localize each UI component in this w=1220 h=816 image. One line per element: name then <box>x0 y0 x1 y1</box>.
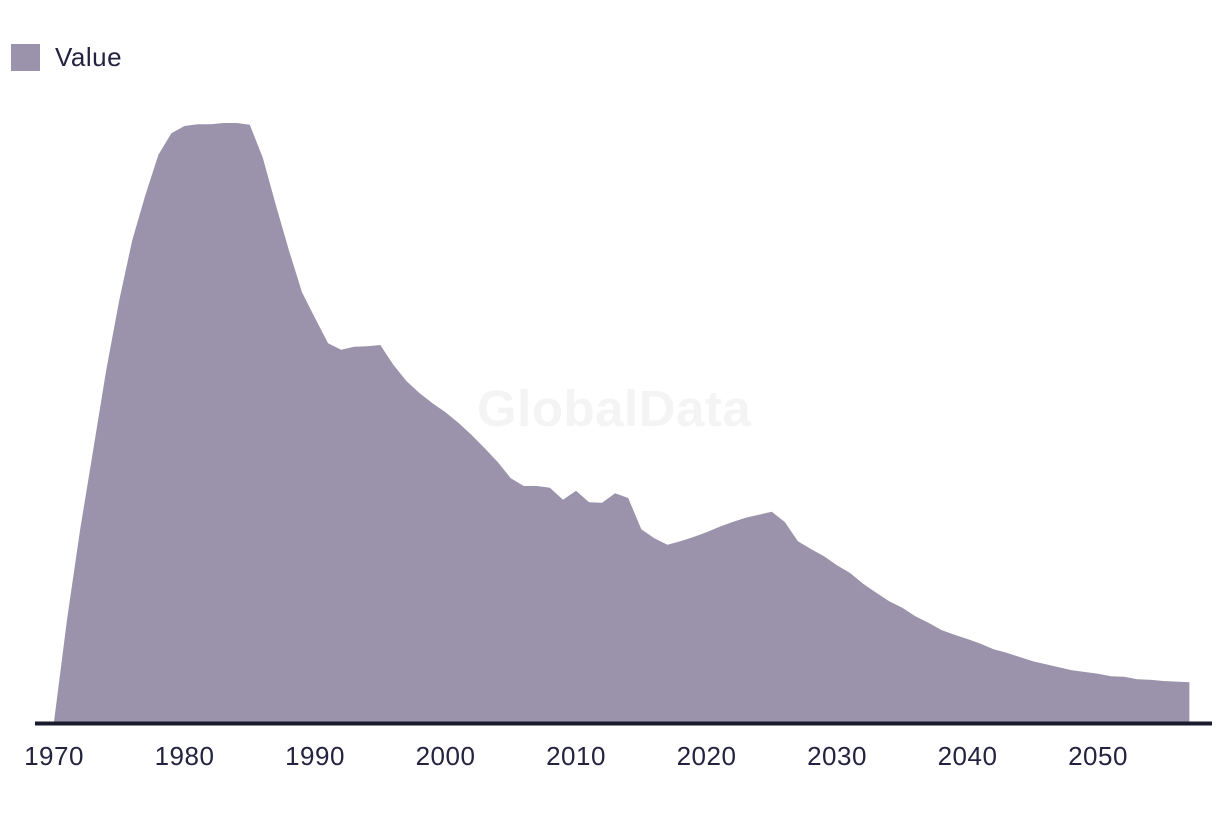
watermark: GlobalData <box>477 380 752 437</box>
x-axis-tick-label: 2020 <box>677 741 737 771</box>
x-axis-tick-label: 2010 <box>546 741 606 771</box>
x-axis-tick-label: 2030 <box>807 741 867 771</box>
legend: Value <box>11 44 122 71</box>
x-axis-line <box>35 721 1212 726</box>
area-series-value <box>54 123 1190 723</box>
x-axis-tick-label: 2050 <box>1068 741 1128 771</box>
x-axis-tick-labels: 1970 1980 1990 2000 2010 2020 2030 2040 2050 <box>24 741 1128 771</box>
x-axis-tick-label: 2000 <box>416 741 476 771</box>
legend-item-value[interactable]: Value <box>11 44 122 71</box>
x-axis-tick-label: 1980 <box>155 741 215 771</box>
x-axis-tick-label: 2040 <box>938 741 998 771</box>
x-axis-tick-label: 1990 <box>285 741 345 771</box>
legend-swatch-icon <box>11 44 40 71</box>
legend-label: Value <box>55 42 123 72</box>
x-axis-tick-label: 1970 <box>24 741 84 771</box>
